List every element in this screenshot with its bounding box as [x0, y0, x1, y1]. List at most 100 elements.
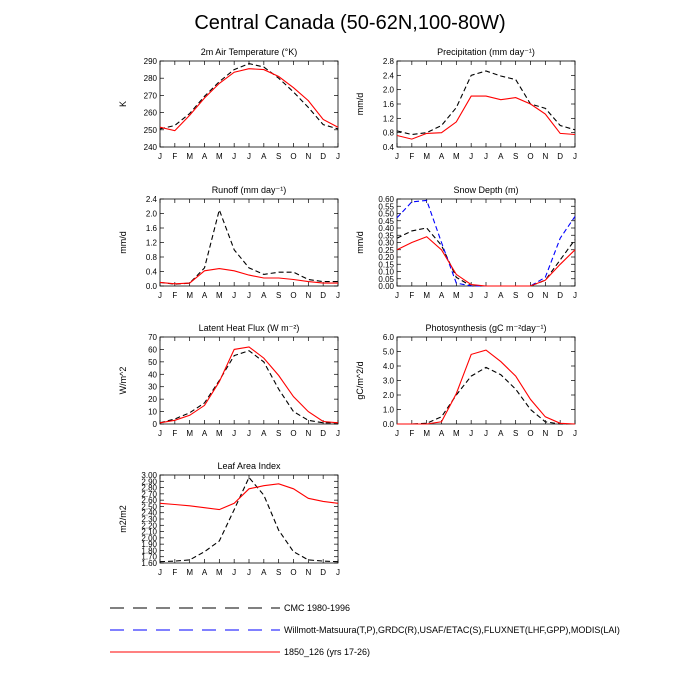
y-tick-label: 260: [144, 109, 158, 118]
y-tick-label: 0.60: [378, 195, 394, 204]
y-tick-label: 1.2: [146, 239, 158, 248]
y-tick-label: 0: [153, 420, 158, 429]
y-tick-label: 240: [144, 143, 158, 152]
x-tick-label: A: [261, 568, 267, 577]
x-tick-label: A: [202, 291, 208, 300]
x-tick-label: F: [172, 568, 177, 577]
x-tick-label: A: [439, 429, 445, 438]
x-tick-label: F: [172, 291, 177, 300]
x-tick-label: J: [336, 429, 340, 438]
x-tick-label: O: [290, 568, 296, 577]
x-tick-label: A: [498, 429, 504, 438]
x-tick-label: O: [290, 429, 296, 438]
y-tick-label: 1.70: [141, 553, 157, 562]
x-tick-label: N: [305, 291, 311, 300]
y-tick-label: 1.90: [141, 540, 157, 549]
y-tick-label: 0.0: [383, 420, 395, 429]
x-tick-label: O: [527, 291, 533, 300]
x-tick-label: O: [290, 291, 296, 300]
legend-label-1: CMC 1980-1996: [284, 603, 350, 613]
x-tick-label: M: [453, 429, 460, 438]
series-line-2: [159, 483, 339, 511]
panel-title: Latent Heat Flux (W m⁻²): [199, 323, 300, 333]
y-tick-label: 0.55: [378, 202, 394, 211]
x-tick-label: F: [409, 152, 414, 161]
x-tick-label: S: [276, 152, 281, 161]
x-tick-label: M: [216, 152, 223, 161]
x-tick-label: O: [527, 429, 533, 438]
x-tick-label: F: [409, 291, 414, 300]
y-tick-label: 2.60: [141, 496, 157, 505]
y-tick-label: 2.8: [383, 57, 395, 66]
y-tick-label: 2.20: [141, 521, 157, 530]
x-tick-label: N: [305, 152, 311, 161]
panel-title: Leaf Area Index: [217, 461, 281, 471]
x-tick-label: S: [513, 429, 518, 438]
legend-label-3: 1850_126 (yrs 17-26): [284, 647, 370, 657]
y-tick-label: 1.2: [383, 114, 395, 123]
x-tick-label: M: [423, 429, 430, 438]
plot-frame: [396, 198, 576, 287]
y-tick-label: 2.80: [141, 484, 157, 493]
x-tick-label: A: [439, 152, 445, 161]
x-tick-label: O: [290, 152, 296, 161]
y-tick-label: 2.0: [146, 210, 158, 219]
chart-panel-7: Leaf Area Index1.601.701.801.902.002.102…: [118, 461, 340, 577]
y-tick-label: 2.00: [141, 534, 157, 543]
y-tick-label: 0.4: [146, 268, 158, 277]
series-line-1: [159, 63, 339, 130]
y-tick-label: 60: [148, 345, 157, 354]
y-tick-label: 2.70: [141, 490, 157, 499]
y-tick-label: 0.50: [378, 210, 394, 219]
y-tick-label: 2.4: [383, 71, 395, 80]
y-tick-label: 2.0: [383, 86, 395, 95]
legend: CMC 1980-1996 Willmott-Matsuura(T,P),GRDC…: [110, 603, 620, 657]
x-tick-label: J: [247, 152, 251, 161]
x-tick-label: J: [247, 568, 251, 577]
series-line-1: [397, 366, 575, 425]
x-tick-label: J: [395, 291, 399, 300]
y-tick-label: 1.0: [383, 406, 395, 415]
chart-panel-6: Photosynthesis (gC m⁻²day⁻¹) 0.0 1.0 2.0 3.0…: [355, 323, 577, 438]
y-tick-label: 70: [148, 333, 157, 342]
x-tick-label: J: [232, 568, 236, 577]
x-tick-label: D: [557, 291, 563, 300]
series-line-1: [159, 350, 338, 424]
panel-title: Runoff (mm day⁻¹): [212, 185, 287, 195]
chart-panel-4: Snow Depth (m)0.000.050.100.150.200.250.…: [355, 185, 577, 300]
x-tick-label: J: [158, 568, 162, 577]
y-tick-label: 250: [144, 126, 158, 135]
y-tick-label: 0.00: [378, 282, 394, 291]
x-tick-label: D: [320, 291, 326, 300]
y-tick-label: 30: [148, 383, 157, 392]
y-tick-label: 2.4: [146, 195, 158, 204]
y-tick-label: 0.20: [378, 253, 394, 262]
y-tick-label: 0.8: [383, 129, 395, 138]
x-tick-label: J: [469, 291, 473, 300]
series-line-1: [159, 208, 338, 285]
y-tick-label: 4.0: [383, 362, 395, 371]
y-tick-label: 50: [148, 358, 157, 367]
x-tick-label: J: [484, 429, 488, 438]
x-tick-label: A: [498, 291, 504, 300]
x-tick-label: A: [202, 568, 208, 577]
x-tick-label: F: [172, 429, 177, 438]
y-axis-label: mm/d: [355, 231, 365, 254]
series-line-3: [396, 236, 576, 287]
x-tick-label: D: [320, 568, 326, 577]
series-line-1: [159, 476, 339, 563]
y-tick-label: 20: [148, 395, 157, 404]
x-tick-label: J: [247, 291, 251, 300]
x-tick-label: J: [484, 152, 488, 161]
x-tick-label: J: [232, 291, 236, 300]
y-axis-label: m2/m2: [118, 505, 128, 533]
x-tick-label: N: [542, 152, 548, 161]
y-tick-label: 2.10: [141, 528, 157, 537]
y-tick-label: 6.0: [383, 333, 395, 342]
y-axis-label: mm/d: [118, 231, 128, 254]
x-tick-label: J: [158, 291, 162, 300]
y-tick-label: 3.0: [383, 377, 395, 386]
chart-panel-2: Precipitation (mm day⁻¹) 0.4 0.8 1.2 1.6 2.0 2…: [355, 47, 577, 161]
y-tick-label: 2.40: [141, 509, 157, 518]
